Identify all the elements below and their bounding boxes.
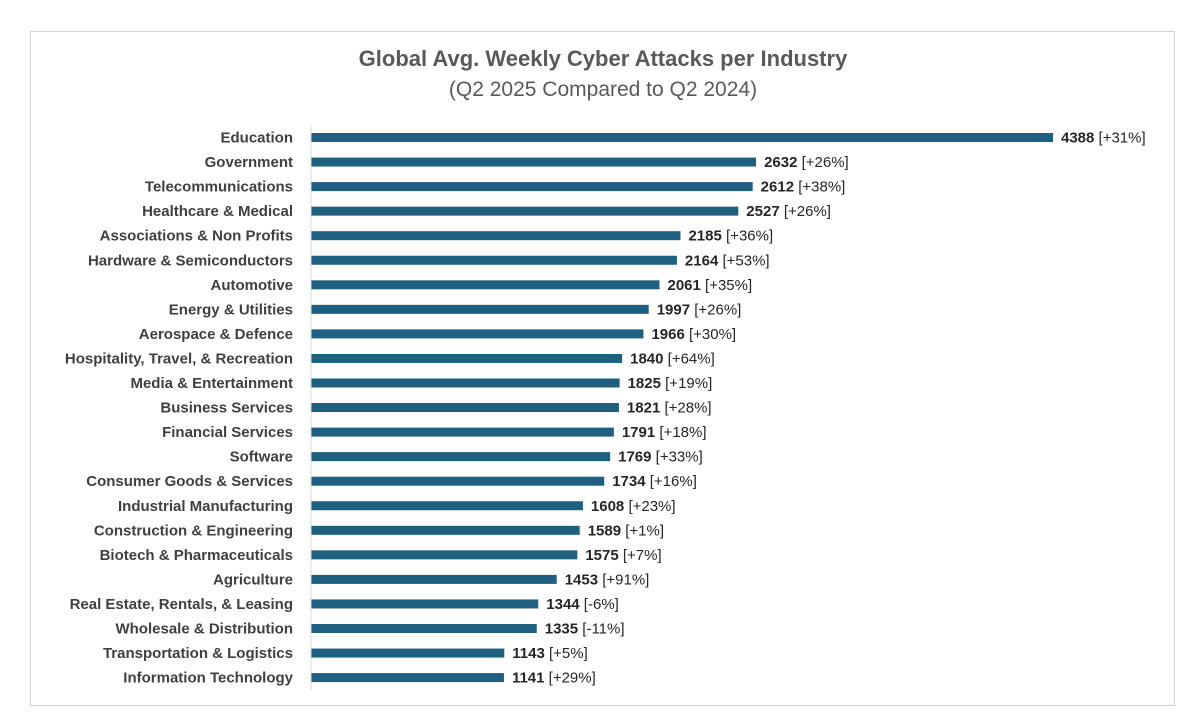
bar — [311, 378, 620, 388]
data-label: 1589 [+1%] — [588, 522, 664, 539]
chart-title: Global Avg. Weekly Cyber Attacks per Ind… — [358, 46, 848, 71]
category-label: Media & Entertainment — [130, 375, 293, 392]
category-label: Financial Services — [162, 424, 293, 441]
bar — [311, 182, 753, 192]
bar — [311, 231, 681, 241]
category-labels: Education Government Telecommunications Hea… — [65, 130, 294, 687]
category-label: Transportation & Logistics — [103, 645, 293, 662]
data-label: 2527 [+26%] — [746, 203, 831, 220]
bar — [311, 525, 580, 535]
bars — [311, 133, 1053, 683]
category-label: Healthcare & Medical — [142, 203, 293, 220]
bar — [311, 599, 539, 609]
data-label: 1344 [-6%] — [546, 596, 619, 613]
chart-frame — [30, 31, 1175, 706]
category-label: Government — [205, 154, 293, 171]
bar — [311, 353, 623, 363]
bar — [311, 206, 739, 216]
data-label: 1143 [+5%] — [512, 645, 588, 662]
bar — [311, 648, 505, 658]
category-label: Automotive — [211, 277, 294, 294]
bar — [311, 624, 537, 633]
category-label: Software — [230, 449, 293, 466]
bar — [311, 280, 660, 290]
data-label: 1608 [+23%] — [591, 498, 676, 515]
data-label: 2061 [+35%] — [668, 277, 753, 294]
bar — [311, 574, 557, 584]
bar — [311, 476, 605, 486]
bar — [311, 452, 611, 462]
category-label: Construction & Engineering — [94, 522, 293, 539]
category-label: Hospitality, Travel, & Recreation — [65, 350, 293, 367]
bar — [311, 403, 619, 413]
data-label: 1453 [+91%] — [565, 571, 650, 588]
data-label: 1791 [+18%] — [622, 424, 707, 441]
category-label: Real Estate, Rentals, & Leasing — [70, 596, 293, 613]
bar — [311, 427, 614, 437]
category-label: Education — [220, 130, 293, 147]
bar — [311, 304, 649, 314]
bar — [311, 550, 578, 560]
bar — [311, 157, 757, 167]
data-label: 1335 [-11%] — [545, 621, 625, 638]
data-label: 1840 [+64%] — [630, 350, 715, 367]
category-label: Agriculture — [213, 571, 293, 588]
bar — [311, 501, 583, 511]
data-label: 2164 [+53%] — [685, 252, 770, 269]
data-label: 1141 [+29%] — [512, 670, 596, 687]
data-label: 4388 [+31%] — [1061, 130, 1146, 147]
bar — [311, 329, 644, 339]
value-labels: 4388 [+31%] 2632 [+26%] 2612 [+38%] 2527 [+… — [512, 130, 1146, 687]
category-label: Telecommunications — [145, 179, 293, 196]
category-label: Wholesale & Distribution — [115, 621, 293, 638]
category-label: Consumer Goods & Services — [86, 473, 293, 490]
data-label: 1821 [+28%] — [627, 400, 712, 417]
bar — [311, 673, 504, 683]
bar — [311, 255, 677, 265]
data-label: 2185 [+36%] — [688, 228, 773, 245]
data-label: 1825 [+19%] — [628, 375, 713, 392]
category-label: Information Technology — [123, 670, 293, 687]
data-label: 1997 [+26%] — [657, 301, 742, 318]
data-label: 2632 [+26%] — [764, 154, 849, 171]
chart-subtitle: (Q2 2025 Compared to Q2 2024) — [448, 78, 758, 101]
category-label: Hardware & Semiconductors — [88, 252, 293, 269]
category-label: Aerospace & Defence — [139, 326, 293, 343]
category-label: Biotech & Pharmaceuticals — [100, 547, 293, 564]
bar — [311, 133, 1053, 142]
category-label: Energy & Utilities — [169, 301, 293, 318]
data-label: 1575 [+7%] — [585, 547, 661, 564]
data-label: 1966 [+30%] — [651, 326, 736, 343]
category-label: Business Services — [160, 400, 293, 417]
data-label: 2612 [+38%] — [761, 179, 846, 196]
category-label: Associations & Non Profits — [100, 228, 293, 245]
data-label: 1734 [+16%] — [612, 473, 697, 490]
data-label: 1769 [+33%] — [618, 449, 703, 466]
category-label: Industrial Manufacturing — [118, 498, 293, 515]
